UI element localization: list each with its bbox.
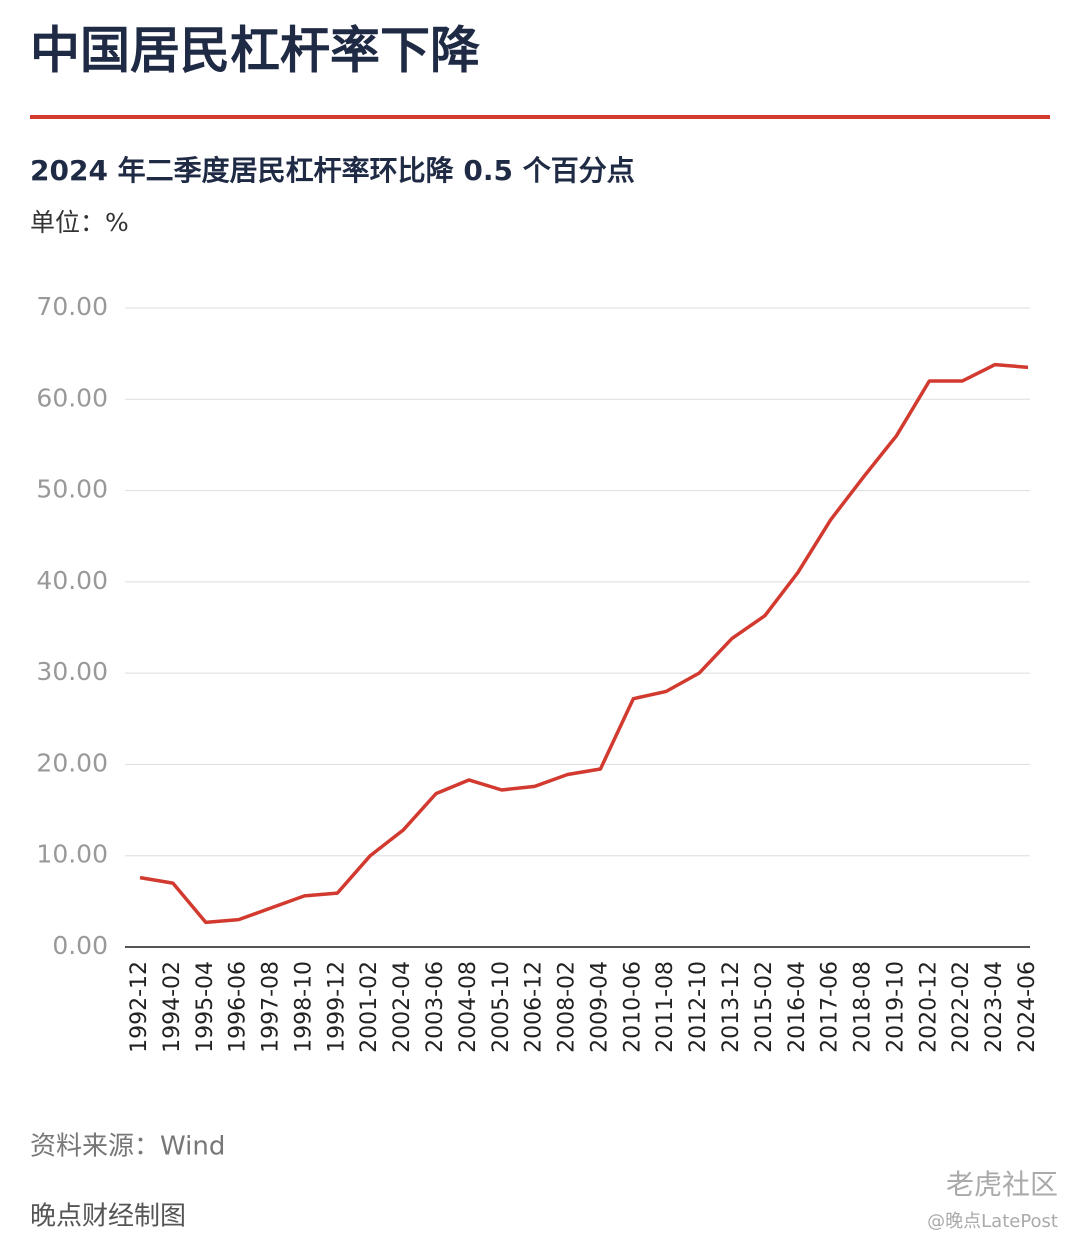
y-tick-label: 60.00 — [36, 383, 108, 412]
x-tick-label: 1995-04 — [193, 961, 218, 1053]
x-tick-label: 2024-06 — [1015, 961, 1040, 1053]
watermark: @晚点LatePost — [927, 1211, 1058, 1232]
x-tick-label: 2019-10 — [883, 961, 908, 1053]
x-tick-label: 1994-02 — [160, 961, 185, 1053]
source: 资料来源：Wind — [30, 1132, 225, 1162]
x-tick-label: 2010-06 — [620, 961, 645, 1053]
x-tick-label: 1997-08 — [259, 961, 284, 1053]
y-tick-label: 40.00 — [36, 566, 108, 595]
chart-title: 中国居民杠杆率下降 — [30, 22, 480, 80]
x-tick-label: 2023-04 — [982, 961, 1007, 1053]
y-tick-label: 0.00 — [52, 931, 108, 960]
x-tick-label: 1998-10 — [291, 961, 316, 1053]
x-tick-label: 2009-04 — [587, 961, 612, 1053]
x-tick-label: 1999-12 — [324, 961, 349, 1053]
credit: 晚点财经制图 — [30, 1202, 186, 1232]
x-tick-label: 2018-08 — [851, 961, 876, 1053]
x-tick-label: 2003-06 — [423, 961, 448, 1053]
y-tick-label: 10.00 — [36, 840, 108, 869]
y-tick-label: 50.00 — [36, 475, 108, 504]
y-tick-label: 70.00 — [36, 292, 108, 321]
x-tick-label: 2006-12 — [522, 961, 547, 1053]
x-tick-label: 2013-12 — [719, 961, 744, 1053]
x-tick-label: 1992-12 — [127, 961, 152, 1053]
x-tick-label: 2012-10 — [686, 961, 711, 1053]
x-tick-label: 2008-02 — [555, 961, 580, 1053]
x-tick-label: 2001-02 — [357, 961, 382, 1053]
x-tick-label: 2004-08 — [456, 961, 481, 1053]
x-tick-label: 2011-08 — [653, 961, 678, 1053]
x-tick-label: 2002-04 — [390, 961, 415, 1053]
x-tick-label: 2016-04 — [785, 961, 810, 1053]
y-tick-label: 20.00 — [36, 748, 108, 777]
x-tick-label: 2017-06 — [818, 961, 843, 1053]
y-tick-label: 30.00 — [36, 657, 108, 686]
x-tick-label: 2005-10 — [489, 961, 514, 1053]
line — [139, 362, 1029, 925]
unit-label: 单位：% — [30, 208, 129, 237]
watermark: 老虎社区 — [946, 1168, 1058, 1201]
x-tick-label: 2015-02 — [752, 961, 777, 1053]
x-tick-label: 2022-02 — [949, 961, 974, 1053]
x-tick-label: 2020-12 — [916, 961, 941, 1053]
subtitle: 2024 年二季度居民杠杆率环比降 0.5 个百分点 — [30, 154, 635, 187]
x-tick-label: 1996-06 — [226, 961, 251, 1053]
